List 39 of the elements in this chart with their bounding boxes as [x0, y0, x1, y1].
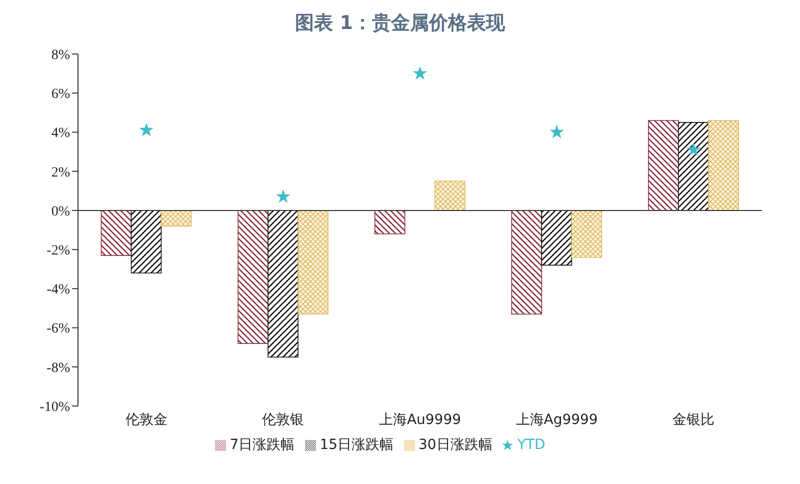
x-tick-label: 伦敦金 [125, 412, 168, 428]
bar [130, 210, 162, 274]
x-tick-label: 上海Au9999 [378, 412, 462, 428]
bar [648, 120, 679, 211]
y-tick-label: -10% [40, 400, 70, 415]
bar [100, 210, 132, 256]
y-tick-label: 8% [51, 48, 70, 63]
legend-label: 30日涨跌幅 [418, 437, 492, 453]
y-tick-label: 2% [51, 165, 70, 180]
y-tick-label: -8% [46, 360, 70, 376]
x-tick-label: 上海Ag9999 [516, 412, 598, 428]
bar [434, 180, 466, 211]
y-tick-label: -6% [46, 322, 70, 337]
bar [268, 210, 298, 358]
chart-title: 图表 1：贵金属价格表现 [294, 11, 506, 36]
bar [678, 122, 709, 211]
bar [298, 210, 328, 314]
y-tick-label: 4% [51, 126, 70, 142]
legend-label: 7日涨跌幅 [230, 437, 295, 453]
point [550, 124, 564, 138]
point [276, 189, 290, 203]
y-tick-label: -2% [46, 244, 70, 259]
bar [511, 210, 542, 314]
bar [708, 120, 739, 211]
legend-label: 15日涨跌幅 [320, 437, 394, 453]
point [412, 66, 428, 80]
point [139, 122, 154, 136]
bar [374, 210, 406, 234]
y-tick-label: -4% [46, 282, 70, 298]
legend-label: YTD [517, 437, 546, 453]
x-tick-label: 伦敦银 [262, 412, 304, 428]
y-tick-label: 6% [51, 87, 70, 102]
bar [571, 210, 602, 258]
bar [541, 210, 572, 266]
y-tick-label: 0% [51, 204, 70, 220]
bar [238, 210, 268, 344]
point [686, 142, 701, 156]
bar [160, 210, 192, 226]
x-tick-label: 金银比 [672, 412, 715, 428]
